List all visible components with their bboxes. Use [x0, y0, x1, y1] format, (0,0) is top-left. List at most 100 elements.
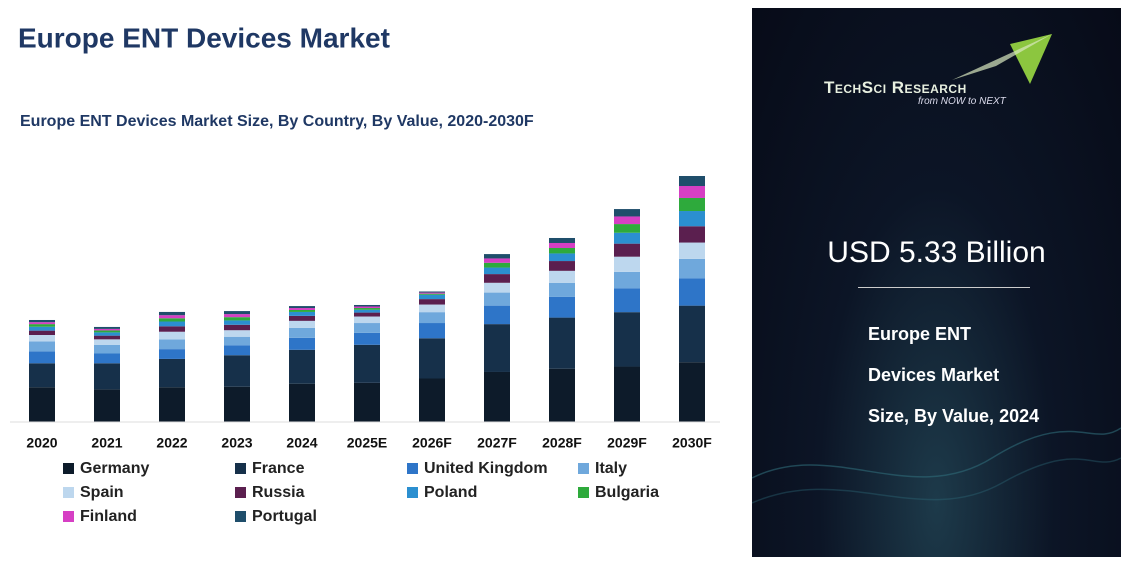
- bar-segment: [419, 378, 445, 422]
- x-tick-label: 2025E: [347, 435, 387, 451]
- bar-segment: [94, 363, 120, 390]
- legend-label: United Kingdom: [424, 460, 548, 477]
- bar-segment: [289, 327, 315, 338]
- bar-segment: [94, 328, 120, 331]
- bar-segment: [159, 387, 185, 422]
- bar-segment: [419, 338, 445, 379]
- legend-label: Italy: [595, 460, 627, 477]
- bar-segment: [94, 339, 120, 345]
- bar-segment: [354, 316, 380, 324]
- bar-segment: [354, 309, 380, 313]
- bar-segment: [289, 315, 315, 321]
- bar-segment: [159, 339, 185, 350]
- bar-segment: [224, 320, 250, 325]
- bar-segment: [614, 224, 640, 233]
- bar-segment: [549, 368, 575, 422]
- bar-segment: [29, 324, 55, 327]
- bar-segment: [549, 253, 575, 262]
- bar-segment: [419, 292, 445, 294]
- wave: [752, 427, 1121, 479]
- legend-label: Poland: [424, 484, 477, 501]
- logo: TechSci Research: [824, 78, 967, 97]
- bar-segment: [549, 270, 575, 283]
- bar-segment: [29, 330, 55, 335]
- x-tick-label: 2024: [286, 435, 317, 451]
- bar-segment: [289, 383, 315, 422]
- chart-subtitle: Europe ENT Devices Market Size, By Count…: [20, 113, 534, 130]
- bar-segment: [94, 389, 120, 422]
- headline: USD 5.33 Billion: [827, 236, 1046, 269]
- bar-segment: [549, 296, 575, 318]
- bar-segment: [484, 254, 510, 259]
- legend-swatch: [235, 511, 246, 522]
- bar-segment: [484, 258, 510, 263]
- bar-segment: [94, 326, 120, 329]
- bar-segment: [549, 242, 575, 248]
- bar-segment: [419, 291, 445, 293]
- bar-segment: [484, 324, 510, 372]
- x-tick-label: 2021: [91, 435, 122, 451]
- bar-segment: [159, 311, 185, 316]
- bar-segment: [354, 304, 380, 307]
- bar-segment: [289, 311, 315, 316]
- bar-segment: [289, 308, 315, 310]
- bar-segment: [159, 326, 185, 332]
- bar-segment: [549, 261, 575, 271]
- chart: Europe ENT Devices Market Europe ENT Dev…: [10, 22, 720, 525]
- summary-panel: TechSci Research from NOW to NEXT USD 5.…: [752, 8, 1121, 557]
- bar-segment: [289, 337, 315, 350]
- bar-segment: [549, 282, 575, 297]
- bar-segment: [159, 315, 185, 319]
- bar-segment: [224, 314, 250, 318]
- bar-segment: [29, 363, 55, 388]
- wave: [752, 457, 1121, 504]
- bar-segment: [289, 320, 315, 328]
- bar-segment: [614, 209, 640, 217]
- bar-segment: [224, 324, 250, 331]
- x-tick-label: 2026F: [412, 435, 452, 451]
- bar-segment: [419, 304, 445, 313]
- bar-segment: [549, 237, 575, 243]
- x-tick-label: 2030F: [672, 435, 712, 451]
- bar-segment: [29, 351, 55, 364]
- bar-segment: [354, 344, 380, 383]
- bar-segment: [419, 299, 445, 305]
- bar-segment: [614, 216, 640, 225]
- bar-segment: [614, 243, 640, 257]
- legend-swatch: [578, 487, 589, 498]
- bar-segment: [614, 312, 640, 367]
- bar-segment: [289, 309, 315, 312]
- bar-segment: [224, 386, 250, 422]
- bar-segment: [354, 312, 380, 317]
- bar-segment: [484, 371, 510, 422]
- bar-segment: [614, 288, 640, 313]
- bar-segment: [354, 332, 380, 345]
- legend-swatch: [63, 511, 74, 522]
- bar-segment: [679, 258, 705, 279]
- x-tick-label: 2027F: [477, 435, 517, 451]
- bar-segment: [484, 282, 510, 293]
- legend-swatch: [63, 463, 74, 474]
- bar-segment: [419, 293, 445, 295]
- logo-arrow: [952, 34, 1052, 80]
- bar-segment: [549, 317, 575, 369]
- bar-segment: [679, 278, 705, 306]
- legend-label: Portugal: [252, 508, 317, 525]
- bar-segment: [94, 332, 120, 336]
- bar-segment: [94, 353, 120, 364]
- legend-swatch: [235, 487, 246, 498]
- bar-segment: [484, 274, 510, 283]
- bar-segment: [679, 362, 705, 422]
- bar-segment: [94, 330, 120, 333]
- bar-segment: [614, 366, 640, 422]
- legend-label: Finland: [80, 508, 137, 525]
- legend-label: Bulgaria: [595, 484, 659, 501]
- bar-segment: [679, 211, 705, 227]
- bar-segment: [224, 345, 250, 356]
- bar-segment: [679, 226, 705, 243]
- bar-segment: [94, 335, 120, 340]
- bar-segment: [224, 330, 250, 337]
- bar-segment: [29, 319, 55, 323]
- legend-swatch: [235, 463, 246, 474]
